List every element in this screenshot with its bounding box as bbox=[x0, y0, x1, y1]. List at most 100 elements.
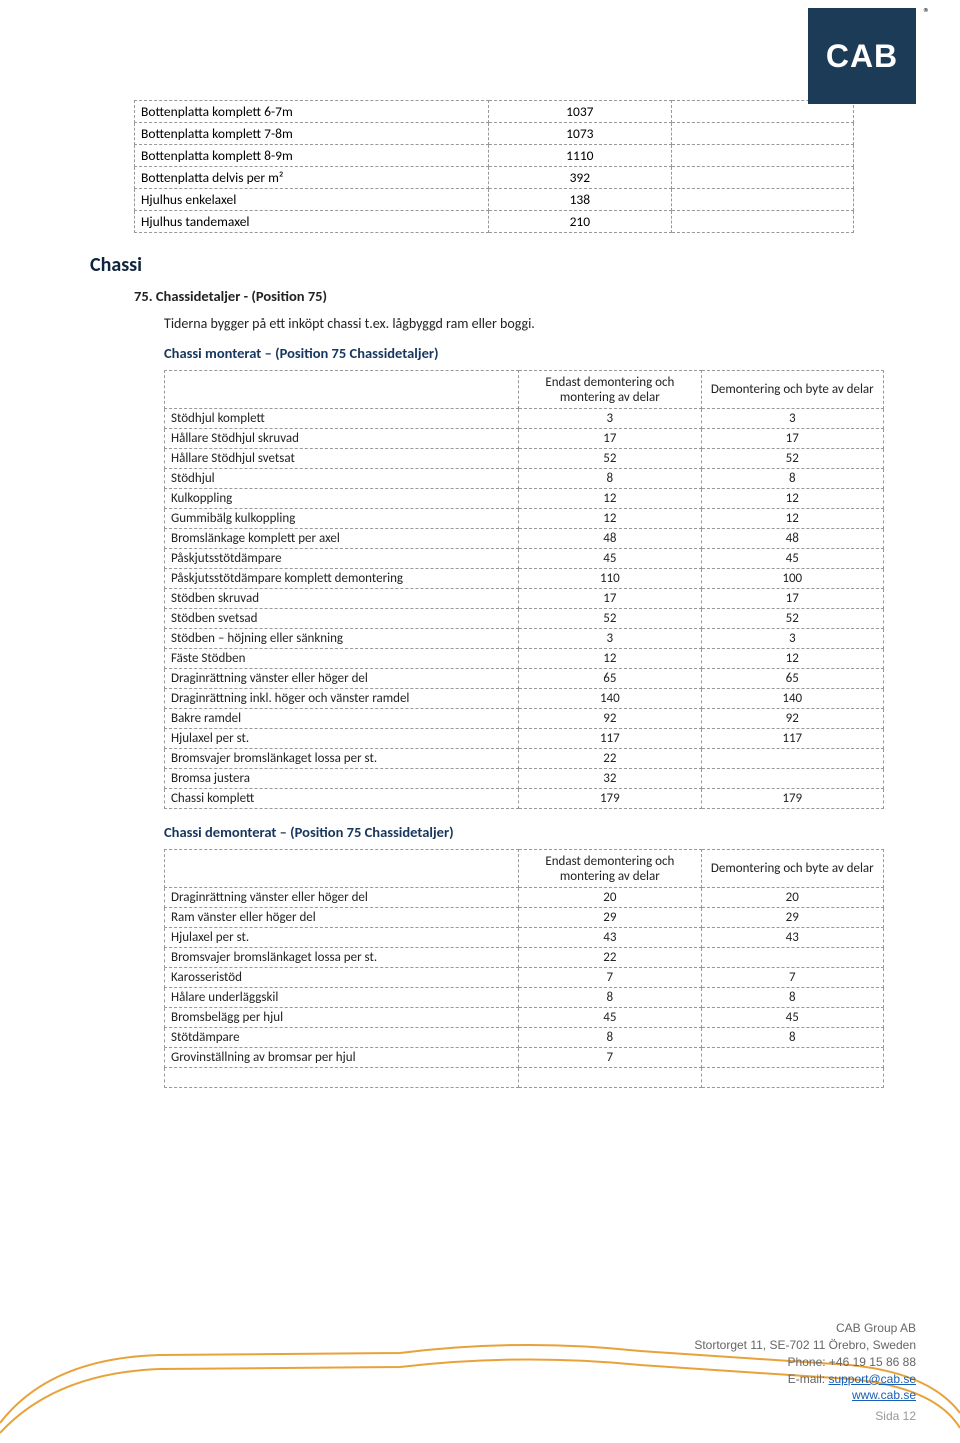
table-cell: Bakre ramdel bbox=[165, 709, 519, 729]
table-cell: 110 bbox=[519, 569, 701, 589]
table-cell: 7 bbox=[519, 1048, 701, 1068]
table-header-row: Endast demontering och montering av dela… bbox=[165, 371, 884, 409]
table-cell: 17 bbox=[701, 589, 883, 609]
page-footer: CAB Group AB Stortorget 11, SE-702 11 Ör… bbox=[694, 1320, 916, 1425]
table-cell bbox=[701, 769, 883, 789]
table-cell: 138 bbox=[489, 189, 671, 211]
table-row: Draginrättning vänster eller höger del65… bbox=[165, 669, 884, 689]
table-cell: Bromsa justera bbox=[165, 769, 519, 789]
table-row: Stödhjul88 bbox=[165, 469, 884, 489]
table-row: Hålare underläggskil88 bbox=[165, 988, 884, 1008]
table-cell: Stödben – höjning eller sänkning bbox=[165, 629, 519, 649]
table-cell: 179 bbox=[701, 789, 883, 809]
table-cell: 7 bbox=[519, 968, 701, 988]
table-cell: 45 bbox=[519, 1008, 701, 1028]
table-cell: Hjulhus tandemaxel bbox=[135, 211, 489, 233]
top-bottenplatta-table: Bottenplatta komplett 6-7m1037Bottenplat… bbox=[134, 100, 854, 233]
table-cell: Hållare Stödhjul skruvad bbox=[165, 429, 519, 449]
footer-company: CAB Group AB bbox=[694, 1320, 916, 1337]
table-cell: 52 bbox=[701, 449, 883, 469]
footer-phone: Phone: +46 19 15 86 88 bbox=[694, 1354, 916, 1371]
col-demontering: Endast demontering och montering av dela… bbox=[519, 371, 701, 409]
table-row: Draginrättning vänster eller höger del20… bbox=[165, 888, 884, 908]
table-row: Bakre ramdel9292 bbox=[165, 709, 884, 729]
table-row: Påskjutsstötdämpare4545 bbox=[165, 549, 884, 569]
table-row: Stödben skruvad1717 bbox=[165, 589, 884, 609]
table-cell: 12 bbox=[701, 509, 883, 529]
table-row: Grovinställning av bromsar per hjul7 bbox=[165, 1048, 884, 1068]
table-cell bbox=[701, 948, 883, 968]
table-cell: 12 bbox=[519, 489, 701, 509]
table-cell: Chassi komplett bbox=[165, 789, 519, 809]
table-cell bbox=[165, 1068, 519, 1088]
table-cell: Draginrättning vänster eller höger del bbox=[165, 669, 519, 689]
table-row: Karosseristöd77 bbox=[165, 968, 884, 988]
table-row: Bromsvajer bromslänkaget lossa per st.22 bbox=[165, 948, 884, 968]
table-cell: 8 bbox=[701, 1028, 883, 1048]
table-cell: 117 bbox=[519, 729, 701, 749]
table-cell: Draginrättning vänster eller höger del bbox=[165, 888, 519, 908]
footer-email-line: E-mail: support@cab.se bbox=[694, 1371, 916, 1388]
logo-text: CAB bbox=[826, 38, 898, 75]
footer-web[interactable]: www.cab.se bbox=[852, 1388, 916, 1402]
monterat-table: Endast demontering och montering av dela… bbox=[164, 370, 884, 809]
table-row: Bottenplatta komplett 7-8m1073 bbox=[135, 123, 854, 145]
table-cell: 20 bbox=[519, 888, 701, 908]
table-cell: 92 bbox=[519, 709, 701, 729]
table-cell: 1073 bbox=[489, 123, 671, 145]
table-cell: Påskjutsstötdämpare bbox=[165, 549, 519, 569]
table-cell: 140 bbox=[519, 689, 701, 709]
table-cell: Gummibälg kulkoppling bbox=[165, 509, 519, 529]
table-row: Chassi komplett179179 bbox=[165, 789, 884, 809]
demonterat-heading: Chassi demonterat – (Position 75 Chassid… bbox=[164, 823, 870, 841]
table-cell: Fäste Stödben bbox=[165, 649, 519, 669]
table-row: Bromsa justera32 bbox=[165, 769, 884, 789]
table-cell: 20 bbox=[701, 888, 883, 908]
table-row: Bromslänkage komplett per axel4848 bbox=[165, 529, 884, 549]
position-title: 75. Chassidetaljer - (Position 75) bbox=[134, 287, 870, 305]
table-cell: Bromsvajer bromslänkaget lossa per st. bbox=[165, 948, 519, 968]
table-row: Hjulaxel per st.117117 bbox=[165, 729, 884, 749]
footer-email[interactable]: support@cab.se bbox=[828, 1372, 916, 1386]
table-row: Stötdämpare88 bbox=[165, 1028, 884, 1048]
table-cell: 48 bbox=[701, 529, 883, 549]
table-row: Ram vänster eller höger del2929 bbox=[165, 908, 884, 928]
table-cell: 140 bbox=[701, 689, 883, 709]
table-cell: 22 bbox=[519, 749, 701, 769]
monterat-heading: Chassi monterat – (Position 75 Chassidet… bbox=[164, 344, 870, 362]
table-cell: 8 bbox=[701, 988, 883, 1008]
table-cell: 29 bbox=[519, 908, 701, 928]
footer-address: Stortorget 11, SE-702 11 Örebro, Sweden bbox=[694, 1337, 916, 1354]
table-row: Stödben svetsad5252 bbox=[165, 609, 884, 629]
table-cell bbox=[671, 211, 853, 233]
table-row: Bromsbelägg per hjul4545 bbox=[165, 1008, 884, 1028]
table-cell: Bromslänkage komplett per axel bbox=[165, 529, 519, 549]
demonterat-table: Endast demontering och montering av dela… bbox=[164, 849, 884, 1088]
table-cell: 32 bbox=[519, 769, 701, 789]
table-cell: 52 bbox=[519, 449, 701, 469]
table-cell: 29 bbox=[701, 908, 883, 928]
table-cell: Hjulaxel per st. bbox=[165, 729, 519, 749]
col-empty bbox=[165, 371, 519, 409]
table-row: Bottenplatta komplett 8-9m1110 bbox=[135, 145, 854, 167]
table-row: Hjulaxel per st.4343 bbox=[165, 928, 884, 948]
table-cell: 7 bbox=[701, 968, 883, 988]
col-demontering: Endast demontering och montering av dela… bbox=[519, 850, 701, 888]
table-cell: 52 bbox=[701, 609, 883, 629]
table-cell bbox=[701, 1068, 883, 1088]
table-cell: Hjulhus enkelaxel bbox=[135, 189, 489, 211]
table-cell: 8 bbox=[519, 988, 701, 1008]
position-75-block: 75. Chassidetaljer - (Position 75) Tider… bbox=[134, 287, 870, 1088]
table-cell: 43 bbox=[519, 928, 701, 948]
table-row: Hållare Stödhjul skruvad1717 bbox=[165, 429, 884, 449]
table-cell: Bromsvajer bromslänkaget lossa per st. bbox=[165, 749, 519, 769]
table-cell: 3 bbox=[701, 629, 883, 649]
table-row bbox=[165, 1068, 884, 1088]
position-body: Tiderna bygger på ett inköpt chassi t.ex… bbox=[164, 315, 870, 1088]
table-cell: 45 bbox=[701, 1008, 883, 1028]
table-cell: 8 bbox=[701, 469, 883, 489]
table-cell bbox=[671, 167, 853, 189]
table-row: Draginrättning inkl. höger och vänster r… bbox=[165, 689, 884, 709]
table-header-row: Endast demontering och montering av dela… bbox=[165, 850, 884, 888]
cab-logo: CAB bbox=[808, 8, 916, 104]
